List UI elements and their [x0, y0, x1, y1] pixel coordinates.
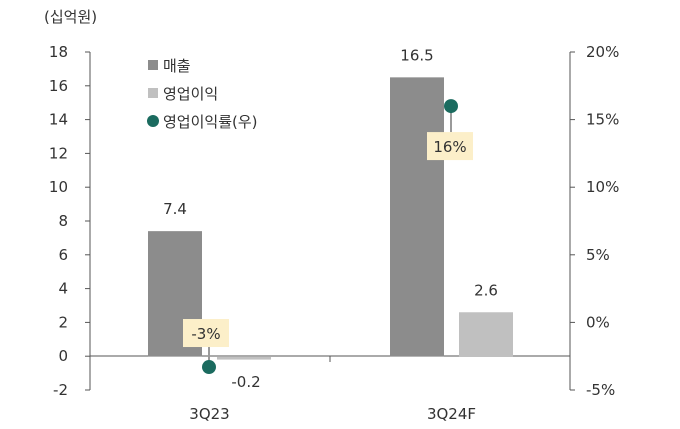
bar-revenue	[390, 77, 444, 357]
left-tick-label: 6	[58, 246, 68, 264]
legend-label-operating-profit: 영업이익	[163, 85, 218, 103]
left-y-ticks: -2 0 2 4 6 8 10 12 14 16 18	[49, 43, 90, 399]
right-tick-label: -5%	[586, 381, 615, 399]
y-axis-unit-label: (십억원)	[44, 8, 97, 26]
margin-point	[444, 99, 458, 114]
legend: 매출 영업이익 영업이익률(우)	[147, 57, 258, 131]
margin-callout-box	[183, 319, 229, 348]
bar-operating-profit	[217, 356, 271, 360]
bar-value-label: 7.4	[163, 200, 187, 218]
bar-data-labels: 7.4 16.5 -0.2 2.6	[163, 46, 498, 391]
legend-swatch-operating-profit	[148, 88, 158, 98]
bar-value-label: -0.2	[231, 373, 260, 391]
right-y-ticks: -5% 0% 5% 10% 15% 20%	[570, 43, 619, 399]
right-tick-label: 0%	[586, 313, 610, 331]
left-tick-label: 2	[58, 313, 68, 331]
category-label: 3Q23	[189, 405, 229, 423]
left-tick-label: 18	[49, 43, 68, 61]
left-tick-label: 10	[49, 178, 68, 196]
margin-points-layer: -3% 16%	[183, 99, 473, 375]
legend-swatch-revenue	[148, 60, 158, 70]
margin-callout-label: 16%	[433, 138, 466, 156]
left-tick-label: 8	[58, 212, 68, 230]
category-label: 3Q24F	[427, 405, 476, 423]
right-tick-label: 15%	[586, 111, 619, 129]
bar-value-label: 2.6	[474, 281, 498, 299]
margin-callout-box	[427, 132, 473, 161]
legend-marker-operating-margin	[147, 115, 159, 127]
left-tick-label: 4	[58, 280, 68, 298]
left-tick-label: 14	[49, 111, 68, 129]
right-tick-label: 5%	[586, 246, 610, 264]
legend-label-revenue: 매출	[163, 57, 191, 75]
category-labels: 3Q23 3Q24F	[189, 405, 476, 423]
left-tick-label: -2	[53, 381, 68, 399]
left-tick-label: 16	[49, 77, 68, 95]
bar-operating-profit	[459, 312, 513, 357]
margin-point	[202, 360, 216, 375]
bars-layer	[148, 77, 513, 360]
right-tick-label: 10%	[586, 178, 619, 196]
legend-label-operating-margin: 영업이익률(우)	[163, 113, 258, 131]
left-tick-label: 0	[58, 347, 68, 365]
margin-callout-label: -3%	[191, 325, 220, 343]
left-tick-label: 12	[49, 144, 68, 162]
right-tick-label: 20%	[586, 43, 619, 61]
bar-value-label: 16.5	[400, 46, 433, 64]
